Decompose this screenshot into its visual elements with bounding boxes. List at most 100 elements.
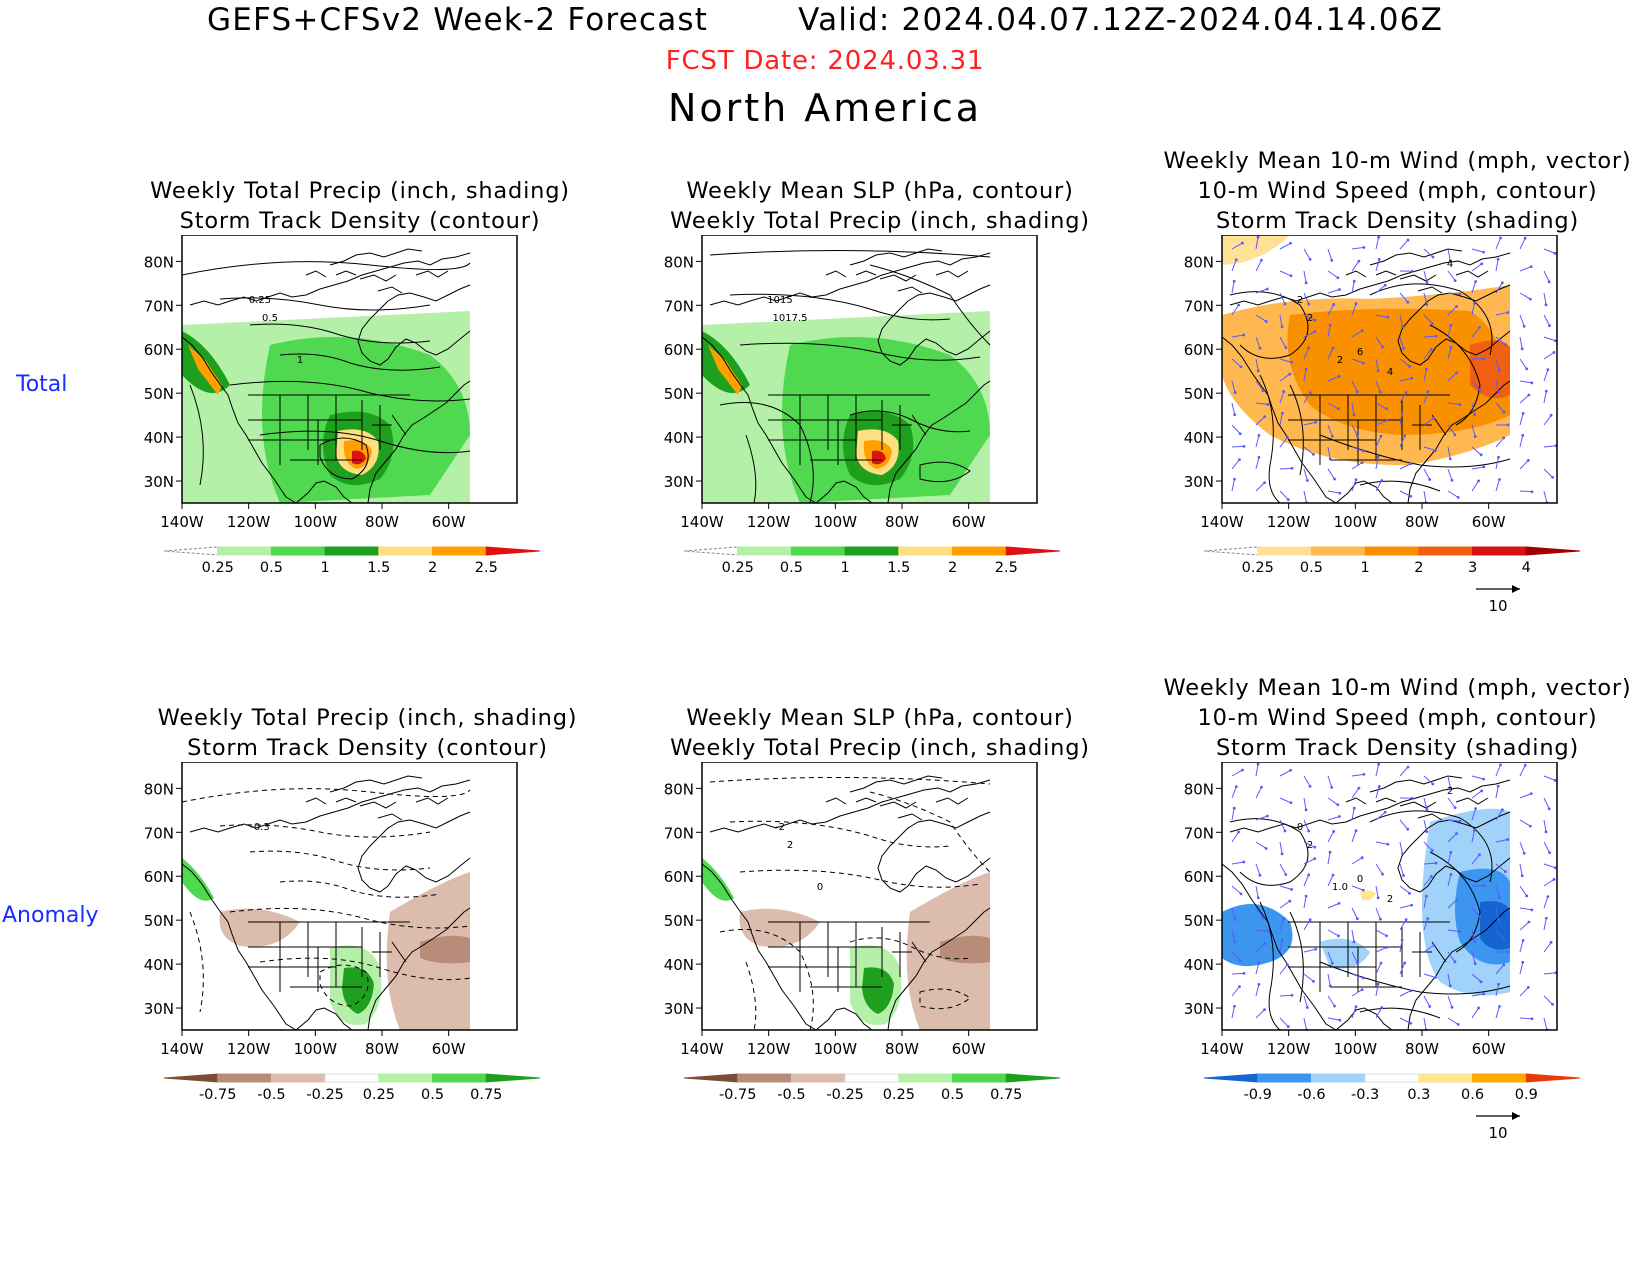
- wind-vector-head: [1360, 856, 1364, 860]
- wind-vector: [1471, 854, 1480, 865]
- wind-vector-head: [1290, 360, 1293, 364]
- colorbar-segment: [324, 546, 380, 556]
- wind-vector: [1399, 463, 1412, 470]
- colorbar-segment: [737, 1073, 792, 1083]
- colorbar-segment: [952, 1073, 1007, 1083]
- wind-vector-head: [1546, 368, 1550, 372]
- shading-region: [1222, 904, 1293, 967]
- wind-vector: [1471, 973, 1482, 983]
- wind-vector: [1447, 775, 1451, 788]
- wind-vector-head: [1551, 476, 1554, 479]
- wind-vector-head: [1523, 763, 1527, 767]
- contour-line: [1369, 283, 1493, 356]
- wind-vector: [1279, 490, 1289, 501]
- lat-tick-label: 40N: [1184, 956, 1214, 974]
- map-frame: [1221, 234, 1558, 504]
- wind-vector-head: [1280, 852, 1284, 856]
- wind-vector: [1375, 962, 1382, 975]
- wind-vector-head: [1381, 345, 1384, 349]
- wind-vector: [1519, 266, 1532, 272]
- wind-vector-head: [1355, 917, 1359, 921]
- colorbar-label: 0.75: [990, 1087, 1022, 1103]
- wind-vector: [1375, 984, 1379, 997]
- wind-vector: [1231, 972, 1245, 975]
- lon-tick-label: 80W: [885, 1040, 919, 1058]
- map-svg: 0.25 0.5 1 80N 70N 60N 50N 40N 30N 140W 120W 100W 80…: [144, 234, 541, 576]
- wind-vector: [1231, 986, 1240, 997]
- wind-vector: [1399, 336, 1404, 349]
- wind-vector-head: [1520, 347, 1524, 351]
- wind-vector: [1279, 373, 1291, 382]
- lon-tick-label: 100W: [814, 1040, 858, 1058]
- colorbar-segment: [683, 1073, 739, 1083]
- wind-vector: [1423, 819, 1428, 832]
- wind-vector: [1471, 951, 1476, 964]
- wind-vector: [1255, 260, 1262, 272]
- lon-tick-label: 100W: [1334, 1040, 1378, 1058]
- wind-vector-head: [1473, 828, 1476, 832]
- lon-tick-label: 60W: [952, 1040, 986, 1058]
- wind-vector: [1519, 460, 1529, 470]
- wind-vector-head: [1409, 494, 1413, 498]
- wind-vector: [1327, 270, 1339, 279]
- wind-vector: [1543, 369, 1549, 382]
- wind-vector-head: [1479, 453, 1483, 457]
- map-panel-precip-total: 0.25 0.5 1 80N 70N 60N 50N 40N 30N 140W 120W 100W 80…: [130, 234, 570, 584]
- wind-vector: [1303, 995, 1308, 1008]
- wind-vector: [1423, 314, 1433, 324]
- wind-vector: [1351, 989, 1363, 997]
- lon-tick-label: 80W: [885, 513, 919, 531]
- wind-vector-head: [1425, 808, 1429, 811]
- wind-vector-head: [1232, 279, 1236, 283]
- wind-vector: [1303, 446, 1314, 455]
- wind-vector-head: [1265, 814, 1269, 818]
- wind-vector: [1279, 336, 1287, 348]
- panel-title-wind-anomaly: Weekly Mean 10-m Wind (mph, vector) 10-m…: [1163, 675, 1632, 761]
- wind-vector: [1399, 377, 1412, 382]
- row-label-total: Total: [16, 372, 68, 397]
- panel-title-slp-total: Weekly Mean SLP (hPa, contour) Weekly To…: [670, 178, 1090, 234]
- wind-vector: [1399, 490, 1412, 497]
- wind-vector: [1327, 995, 1335, 1007]
- colorbar-segment: [217, 1073, 272, 1083]
- wind-vector: [1375, 336, 1383, 348]
- wind-vector-head: [1328, 323, 1332, 327]
- wind-vector: [1303, 331, 1315, 338]
- shading-region: [342, 967, 374, 1014]
- contour-line: [189, 911, 204, 1013]
- wind-vector-head: [1478, 915, 1482, 919]
- lat-tick-label: 30N: [1184, 473, 1214, 491]
- wind-vector: [1255, 358, 1259, 371]
- wind-vector-head: [1409, 462, 1413, 466]
- wind-vector-head: [1547, 807, 1551, 811]
- wind-vector-head: [1264, 320, 1268, 323]
- wind-vector: [1543, 841, 1551, 853]
- lon-tick-label: 60W: [1472, 1040, 1506, 1058]
- wind-vector: [1543, 248, 1556, 254]
- wind-vector-head: [1362, 246, 1366, 249]
- map-frame: [1221, 761, 1558, 1031]
- colorbar-segment: [1203, 1073, 1259, 1083]
- wind-vector-head: [1449, 345, 1453, 349]
- contour-line: [229, 380, 471, 402]
- wind-vector-head: [1261, 389, 1265, 393]
- wind-vector: [1495, 457, 1500, 470]
- wind-vector-head: [1308, 257, 1312, 261]
- wind-vector: [1327, 468, 1335, 480]
- colorbar-segment: [1525, 1073, 1581, 1083]
- colorbar-segment: [1005, 1073, 1061, 1083]
- wind-vector-head: [1506, 950, 1510, 954]
- wind-vector-head: [1448, 259, 1452, 263]
- wind-vector: [1399, 904, 1412, 909]
- wind-vector-head: [1426, 390, 1430, 393]
- wind-vector: [1351, 907, 1358, 919]
- colorbar-segment: [270, 546, 326, 556]
- coastline: [182, 775, 471, 1030]
- wind-vector-head: [1434, 449, 1437, 452]
- wind-vector: [1399, 962, 1406, 975]
- wind-vector: [1279, 242, 1291, 250]
- wind-vector: [1303, 490, 1308, 503]
- wind-vector-head: [1525, 894, 1529, 898]
- wind-vector: [1279, 270, 1292, 277]
